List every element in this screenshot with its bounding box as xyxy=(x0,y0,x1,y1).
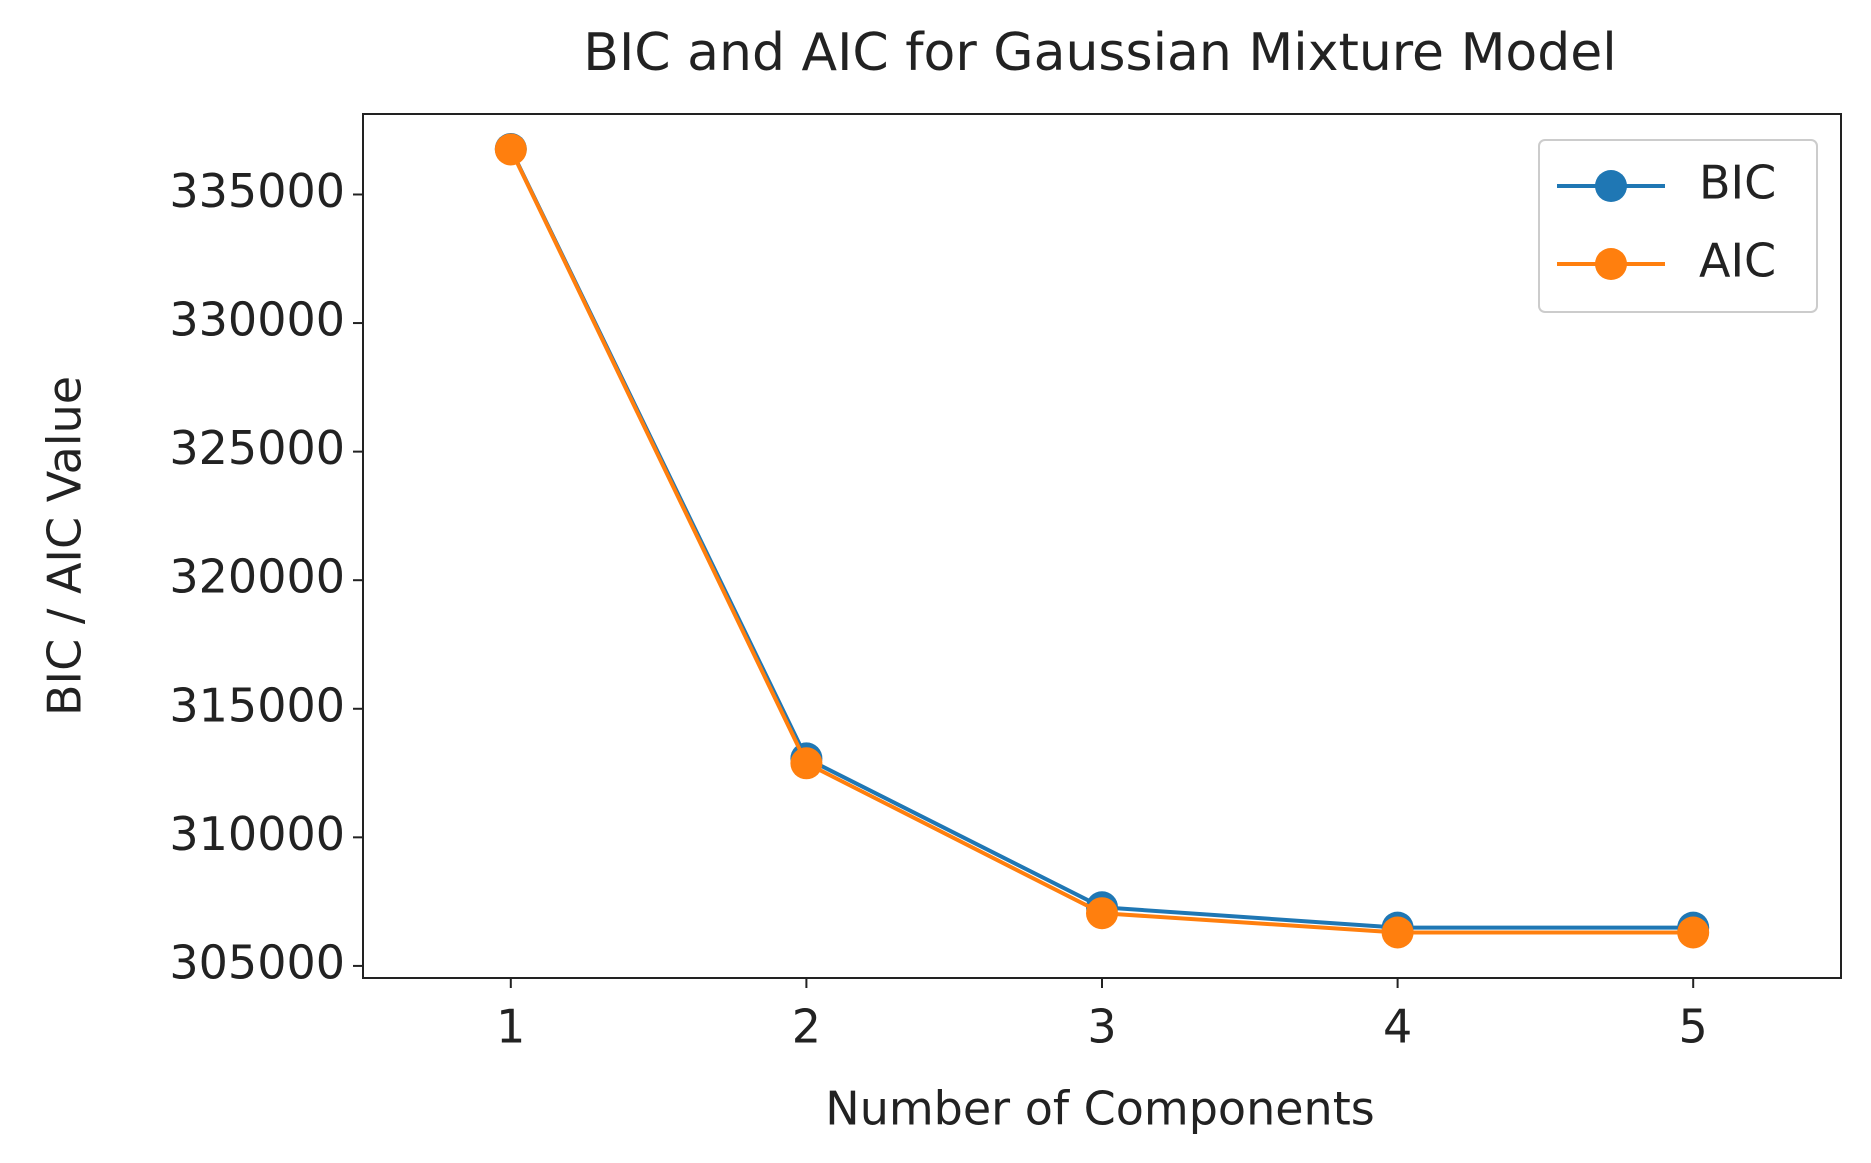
y-tick-label: 315000 xyxy=(169,678,345,732)
y-axis-label: BIC / AIC Value xyxy=(38,376,92,716)
x-tick-label: 5 xyxy=(1679,1000,1708,1054)
series-marker xyxy=(1677,916,1710,949)
series-marker xyxy=(494,133,527,166)
legend-label: BIC xyxy=(1699,156,1776,210)
x-tick-label: 3 xyxy=(1087,1000,1116,1054)
y-tick-label: 335000 xyxy=(169,164,345,218)
series-line xyxy=(509,148,1694,930)
series-marker xyxy=(1086,897,1118,930)
series-marker xyxy=(1381,916,1414,949)
legend-marker xyxy=(1595,248,1627,280)
y-tick-label: 310000 xyxy=(169,807,345,861)
plot-frame xyxy=(362,113,1842,979)
x-axis-label: Number of Components xyxy=(825,1082,1374,1136)
y-tick-label: 320000 xyxy=(169,550,345,604)
legend-label: AIC xyxy=(1699,234,1776,288)
y-tick-label: 330000 xyxy=(169,293,345,347)
series-marker xyxy=(790,747,823,780)
x-tick-label: 2 xyxy=(792,1000,821,1054)
x-tick-label: 1 xyxy=(496,1000,525,1054)
y-tick-label: 305000 xyxy=(169,935,345,989)
legend-marker xyxy=(1595,170,1627,202)
y-tick-label: 325000 xyxy=(169,421,345,475)
chart-title: BIC and AIC for Gaussian Mixture Model xyxy=(583,23,1616,83)
series-line xyxy=(508,148,1694,935)
x-tick-label: 4 xyxy=(1383,1000,1412,1054)
